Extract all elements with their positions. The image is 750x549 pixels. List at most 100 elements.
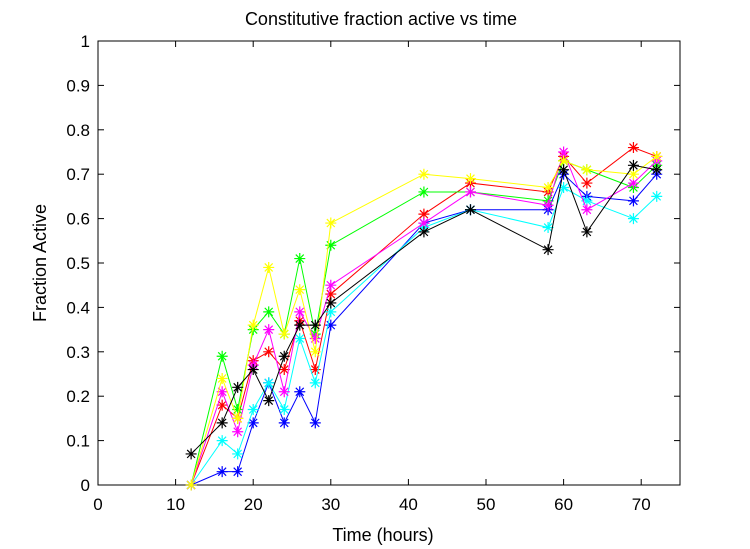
x-tick-label: 0	[93, 495, 102, 514]
series-line	[190, 146, 657, 486]
data-point	[263, 306, 275, 318]
data-point	[232, 426, 244, 438]
data-point	[278, 328, 290, 340]
series-line	[190, 164, 657, 455]
data-point	[651, 164, 663, 176]
series-line	[190, 150, 658, 486]
y-tick-label: 0.8	[66, 121, 90, 140]
data-point	[247, 364, 259, 376]
data-point	[418, 226, 430, 238]
data-point	[651, 150, 663, 162]
data-point	[232, 381, 244, 393]
plot-area	[97, 40, 681, 486]
data-point	[542, 182, 554, 194]
data-point	[464, 173, 476, 185]
x-axis-label: Time (hours)	[332, 525, 433, 545]
data-point	[627, 195, 639, 207]
data-point	[627, 142, 639, 154]
data-point	[581, 164, 593, 176]
data-point	[627, 168, 639, 180]
data-point	[294, 332, 306, 344]
data-point	[216, 417, 228, 429]
y-tick-label: 0.1	[66, 432, 90, 451]
y-tick-label: 0.5	[66, 254, 90, 273]
data-point	[418, 168, 430, 180]
data-point	[581, 195, 593, 207]
data-point	[309, 319, 321, 331]
y-tick-label: 1	[81, 32, 90, 51]
data-point	[278, 350, 290, 362]
data-point	[232, 404, 244, 416]
data-point	[278, 364, 290, 376]
x-tick-label: 40	[399, 495, 418, 514]
data-point	[263, 261, 275, 273]
data-point	[627, 177, 639, 189]
data-point	[278, 417, 290, 429]
data-point	[418, 186, 430, 198]
data-point	[247, 404, 259, 416]
data-point	[558, 164, 570, 176]
data-point	[247, 417, 259, 429]
x-tick-label: 10	[166, 495, 185, 514]
data-point	[464, 186, 476, 198]
data-point	[294, 386, 306, 398]
data-point	[216, 386, 228, 398]
data-point	[232, 448, 244, 460]
data-point	[325, 297, 337, 309]
series-7	[185, 159, 663, 460]
data-point	[627, 159, 639, 171]
data-point	[216, 399, 228, 411]
ticks-layer: 0 10 20 30 40 50 60 70 0 0.1 0.2 0.3 0.4 0.5 0.6 0.7 0.8…	[66, 32, 680, 514]
data-point	[232, 412, 244, 424]
data-point	[627, 213, 639, 225]
x-tick-label: 60	[554, 495, 573, 514]
data-point	[294, 253, 306, 265]
data-point	[216, 372, 228, 384]
series-line	[190, 173, 658, 486]
y-tick-label: 0.2	[66, 387, 90, 406]
data-point	[542, 199, 554, 211]
data-point	[325, 239, 337, 251]
data-point	[263, 346, 275, 358]
y-tick-label: 0.7	[66, 165, 90, 184]
series-line	[190, 186, 658, 486]
data-point	[309, 332, 321, 344]
data-point	[185, 479, 197, 491]
data-point	[278, 386, 290, 398]
x-tick-label: 50	[477, 495, 496, 514]
data-point	[558, 182, 570, 194]
data-point	[232, 466, 244, 478]
y-tick-label: 0.9	[66, 76, 90, 95]
data-point	[263, 324, 275, 336]
data-point	[294, 306, 306, 318]
data-point	[216, 435, 228, 447]
data-point	[542, 221, 554, 233]
data-point	[651, 190, 663, 202]
series-layer	[185, 142, 663, 491]
data-point	[325, 217, 337, 229]
data-point	[581, 204, 593, 216]
y-tick-label: 0.3	[66, 343, 90, 362]
data-point	[581, 177, 593, 189]
data-point	[418, 217, 430, 229]
x-tick-label: 20	[244, 495, 263, 514]
x-tick-label: 70	[632, 495, 651, 514]
data-point	[325, 306, 337, 318]
x-tick-label: 30	[321, 495, 340, 514]
data-point	[542, 244, 554, 256]
data-point	[278, 404, 290, 416]
data-point	[464, 204, 476, 216]
series-6	[185, 150, 663, 491]
data-point	[309, 364, 321, 376]
data-point	[558, 155, 570, 167]
data-point	[325, 279, 337, 291]
data-point	[581, 226, 593, 238]
data-point	[309, 417, 321, 429]
data-point	[418, 208, 430, 220]
data-point	[216, 466, 228, 478]
data-point	[263, 395, 275, 407]
data-point	[309, 377, 321, 389]
data-point	[294, 319, 306, 331]
